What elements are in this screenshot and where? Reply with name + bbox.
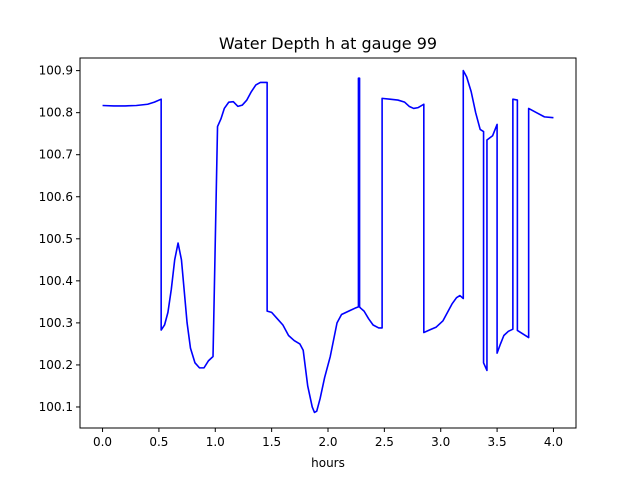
y-tick-label: 100.8 <box>39 106 73 120</box>
y-tick-label: 100.7 <box>39 148 73 162</box>
x-tick-label: 1.5 <box>262 435 281 449</box>
x-tick-label: 2.0 <box>318 435 337 449</box>
series-line-0 <box>102 69 554 414</box>
x-tick-label: 0.0 <box>93 435 112 449</box>
y-tick-label: 100.6 <box>39 190 73 204</box>
y-tick-label: 100.5 <box>39 232 73 246</box>
x-tick-label: 4.0 <box>544 435 563 449</box>
chart-title: Water Depth h at gauge 99 <box>219 34 437 53</box>
x-tick-label: 3.5 <box>488 435 507 449</box>
x-tick-label: 0.5 <box>149 435 168 449</box>
plot-area <box>102 69 554 414</box>
y-tick-label: 100.2 <box>39 358 73 372</box>
y-tick-label: 100.9 <box>39 64 73 78</box>
x-tick-label: 3.0 <box>431 435 450 449</box>
y-tick-label: 100.3 <box>39 316 73 330</box>
y-tick-label: 100.4 <box>39 274 73 288</box>
x-axis: 0.0 0.5 1.0 1.5 2.0 2.5 3.0 3.5 4.0 <box>93 428 563 449</box>
y-axis: 100.1 100.2 100.3 100.4 100.5 100.6 100.7 100.8… <box>39 64 80 414</box>
x-tick-label: 1.0 <box>206 435 225 449</box>
x-axis-label: hours <box>311 456 345 470</box>
y-tick-label: 100.1 <box>39 400 73 414</box>
x-tick-label: 2.5 <box>375 435 394 449</box>
